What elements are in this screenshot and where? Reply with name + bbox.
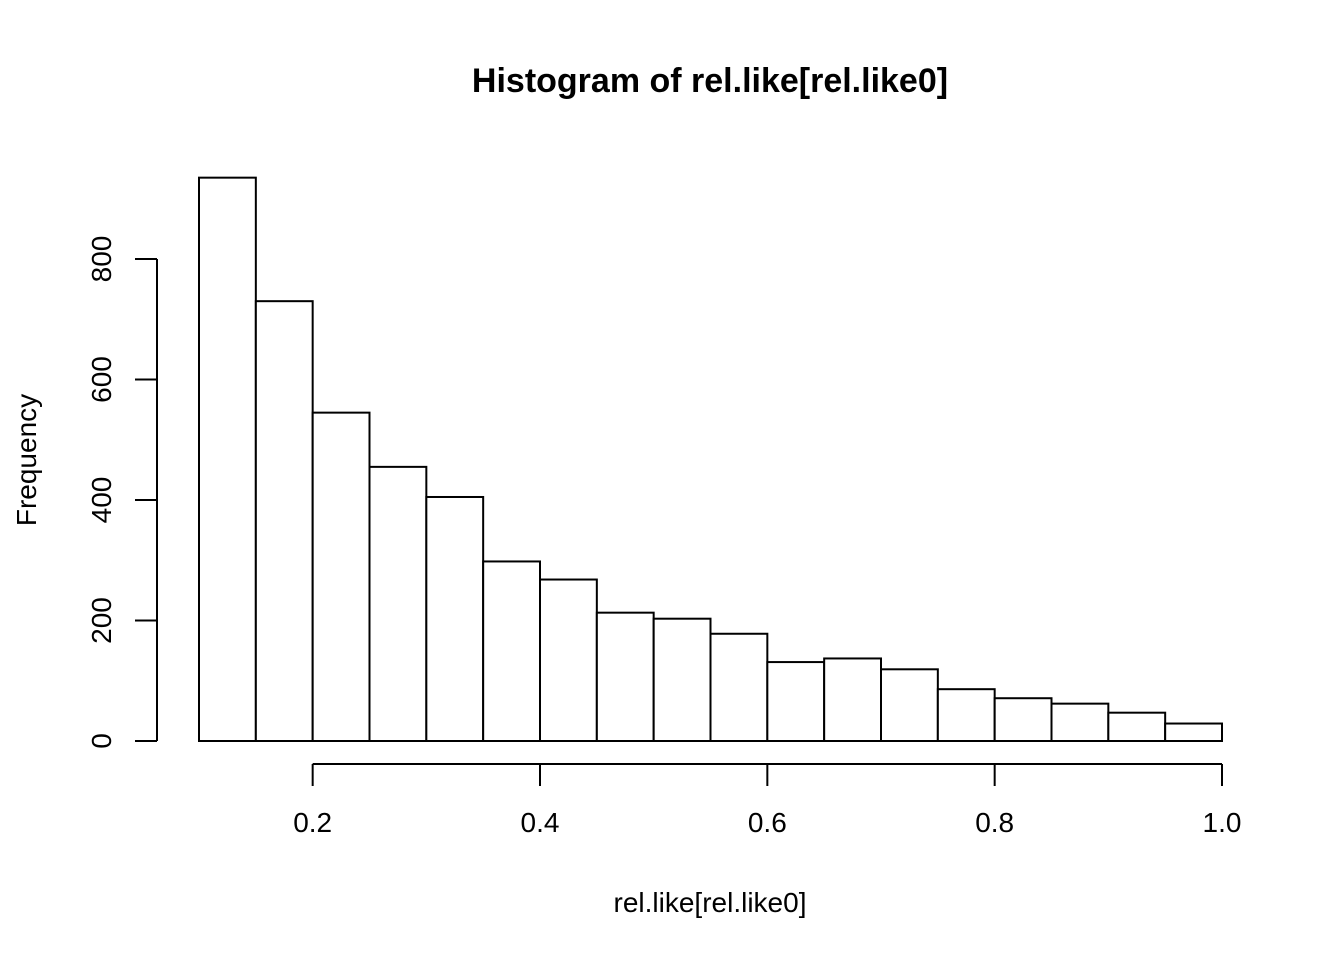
x-tick-label: 0.2 — [293, 807, 332, 838]
histogram-bar — [198, 176, 257, 743]
histogram-bar — [1050, 702, 1110, 743]
y-axis: 0 200 400 600 800 — [86, 236, 158, 749]
y-axis-label: Frequency — [11, 394, 42, 526]
histogram-bar — [880, 668, 939, 742]
histogram-bar — [368, 465, 428, 742]
histogram-bar — [993, 697, 1053, 742]
bars-group — [198, 176, 1223, 743]
chart-title: Histogram of rel.like[rel.like0] — [472, 62, 948, 100]
y-tick-label: 0 — [86, 733, 117, 749]
y-tick-label: 200 — [86, 597, 117, 644]
histogram-bar — [1164, 722, 1223, 743]
histogram-bar — [482, 560, 541, 743]
histogram-bar — [709, 632, 769, 743]
x-tick-label: 1.0 — [1203, 807, 1242, 838]
histogram-bar — [1107, 711, 1167, 742]
histogram-bar — [823, 657, 883, 743]
histogram-bar — [425, 495, 485, 742]
histogram-bar — [595, 611, 655, 742]
histogram-bar — [652, 617, 712, 743]
histogram-bar — [936, 688, 996, 742]
histogram-bar — [311, 411, 371, 742]
x-tick-label: 0.8 — [975, 807, 1014, 838]
x-axis-label: rel.like[rel.like0] — [614, 887, 807, 918]
y-tick-label: 600 — [86, 356, 117, 403]
y-tick-label: 400 — [86, 477, 117, 524]
y-tick-label: 800 — [86, 236, 117, 283]
histogram-bar — [766, 661, 826, 743]
x-axis: 0.2 0.4 0.6 0.8 1.0 — [293, 763, 1242, 838]
x-tick-label: 0.6 — [748, 807, 787, 838]
x-tick-label: 0.4 — [521, 807, 560, 838]
histogram-bar — [254, 300, 314, 742]
histogram-bar — [539, 578, 598, 743]
